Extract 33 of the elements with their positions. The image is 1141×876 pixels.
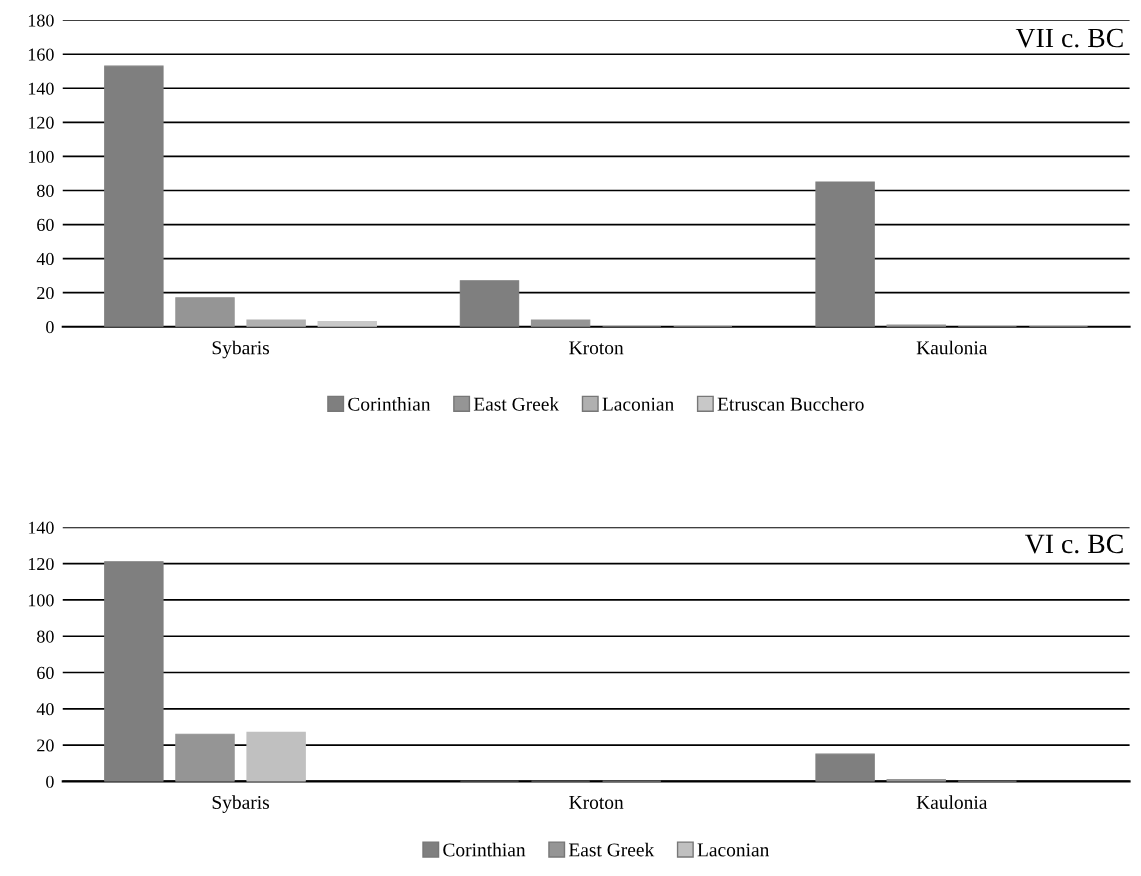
y-tick-label: 40	[36, 703, 54, 716]
x-tick-label: Kaulonia	[916, 340, 988, 355]
y-tick-label: 80	[37, 630, 54, 643]
y-tick-label: 60	[37, 218, 54, 231]
legend-label: Corinthian	[443, 842, 526, 857]
x-tick-label: Kaulonia	[916, 795, 988, 809]
y-tick-label: 60	[37, 666, 54, 679]
y-tick-label: 160	[28, 48, 54, 61]
legend-label: Laconian	[602, 397, 674, 411]
y-tick-label: 0	[46, 321, 54, 334]
legend-label: East Greek	[473, 397, 560, 411]
legend-label: Corinthian	[348, 397, 431, 411]
y-tick-label: 120	[28, 116, 54, 129]
x-tick-label: Sybaris	[212, 340, 270, 359]
y-tick-label: 140	[28, 521, 54, 534]
y-tick-label: 180	[28, 14, 54, 27]
y-tick-label: 100	[28, 150, 54, 163]
chart-title: VII c. BC	[1015, 28, 1123, 48]
x-tick-label: Sybaris	[212, 795, 270, 813]
legend-label: Laconian	[697, 843, 770, 857]
y-tick-label: 40	[36, 252, 54, 266]
chart-title: VI c. BC	[1025, 534, 1123, 554]
y-tick-label: 20	[37, 739, 54, 752]
y-tick-label: 0	[46, 775, 54, 788]
y-tick-label: 140	[28, 82, 54, 95]
y-tick-label: 100	[28, 594, 54, 607]
y-tick-label: 80	[37, 184, 54, 197]
x-tick-label: Kroton	[569, 796, 624, 809]
x-tick-label: Kroton	[569, 341, 624, 355]
legend-label: Etruscan Bucchero	[717, 397, 864, 411]
y-tick-label: 120	[28, 557, 54, 571]
y-tick-label: 20	[37, 286, 54, 300]
legend-label: East Greek	[568, 842, 655, 857]
